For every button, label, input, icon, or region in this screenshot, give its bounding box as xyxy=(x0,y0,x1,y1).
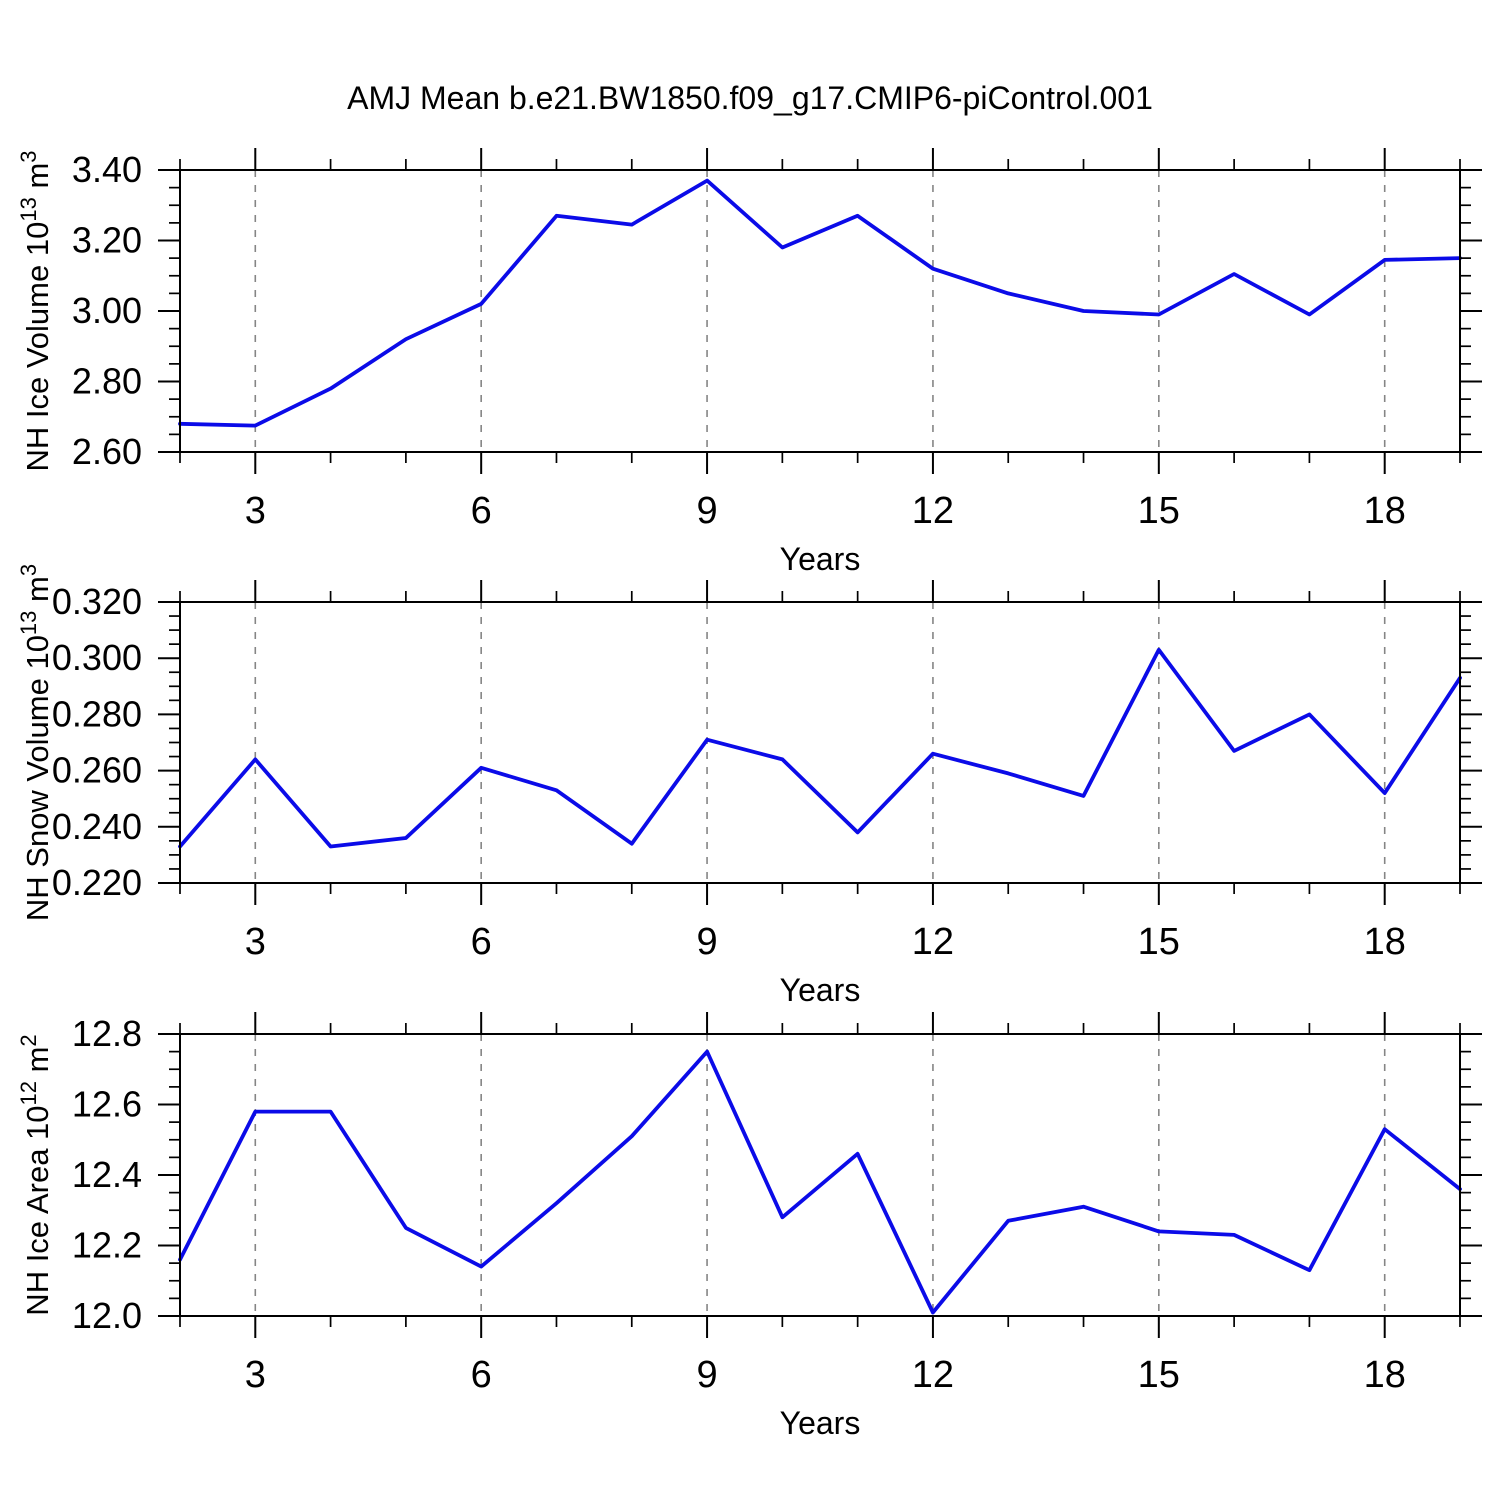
series-line-nh-ice-area xyxy=(178,1049,1462,1315)
y-tick-label: 12.0 xyxy=(72,1295,142,1336)
x-tick-label: 3 xyxy=(245,921,266,963)
x-axis-title: Years xyxy=(780,1405,861,1441)
y-tick-label: 12.6 xyxy=(72,1084,142,1125)
x-tick-label: 3 xyxy=(245,490,266,532)
x-tick-label: 9 xyxy=(696,921,717,963)
x-tick-label: 12 xyxy=(912,490,954,532)
x-tick-label: 18 xyxy=(1364,490,1406,532)
panel-3: 12.0 12.2 12.4 12.6 12.8 3 6 9 12 15 18 Years NH Ice… xyxy=(16,1012,1482,1441)
y-tick-label: 0.280 xyxy=(52,693,142,734)
y-tick-label: 3.00 xyxy=(72,290,142,331)
y-tick-label: 12.2 xyxy=(72,1225,142,1266)
x-tick-label: 12 xyxy=(912,1354,954,1396)
y-tick-label: 12.8 xyxy=(72,1013,142,1054)
y-tick-label: 2.60 xyxy=(72,431,142,472)
y-axis-title: NH Snow Volume 1013 m3 xyxy=(16,564,55,921)
panel-1: 2.60 2.80 3.00 3.20 3.40 3 6 9 12 15 18 Years NH Ice… xyxy=(16,148,1482,577)
x-tick-label: 6 xyxy=(471,490,492,532)
y-tick-label: 0.240 xyxy=(52,806,142,847)
y-tick-label: 3.40 xyxy=(72,149,142,190)
x-tick-label: 18 xyxy=(1364,921,1406,963)
y-axis-title: NH Ice Volume 1013 m3 xyxy=(16,150,55,471)
y-axis-title: NH Ice Area 1012 m2 xyxy=(16,1034,55,1315)
x-axis-title: Years xyxy=(780,972,861,1008)
y-tick-label: 0.320 xyxy=(52,581,142,622)
x-tick-label: 18 xyxy=(1364,1354,1406,1396)
y-tick-label: 3.20 xyxy=(72,220,142,261)
x-tick-label: 15 xyxy=(1138,921,1180,963)
x-tick-label: 3 xyxy=(245,1354,266,1396)
y-tick-label: 2.80 xyxy=(72,361,142,402)
panel-2: 0.220 0.240 0.260 0.280 0.300 0.320 3 6 9 12 15 18 Y… xyxy=(16,564,1482,1008)
x-axis-title: Years xyxy=(780,541,861,577)
x-tick-label: 12 xyxy=(912,921,954,963)
series-line-nh-snow-volume xyxy=(178,647,1462,849)
y-tick-label: 0.300 xyxy=(52,637,142,678)
x-tick-label: 6 xyxy=(471,921,492,963)
figure-title: AMJ Mean b.e21.BW1850.f09_g17.CMIP6-piCo… xyxy=(347,80,1153,116)
y-tick-label: 12.4 xyxy=(72,1154,142,1195)
y-tick-label: 0.220 xyxy=(52,862,142,903)
x-tick-label: 15 xyxy=(1138,490,1180,532)
x-tick-label: 9 xyxy=(696,490,717,532)
x-tick-label: 15 xyxy=(1138,1354,1180,1396)
series-line-nh-ice-volume xyxy=(178,178,1462,428)
y-tick-label: 0.260 xyxy=(52,750,142,791)
x-tick-label: 9 xyxy=(696,1354,717,1396)
x-tick-label: 6 xyxy=(471,1354,492,1396)
plot-frame xyxy=(179,169,1461,453)
